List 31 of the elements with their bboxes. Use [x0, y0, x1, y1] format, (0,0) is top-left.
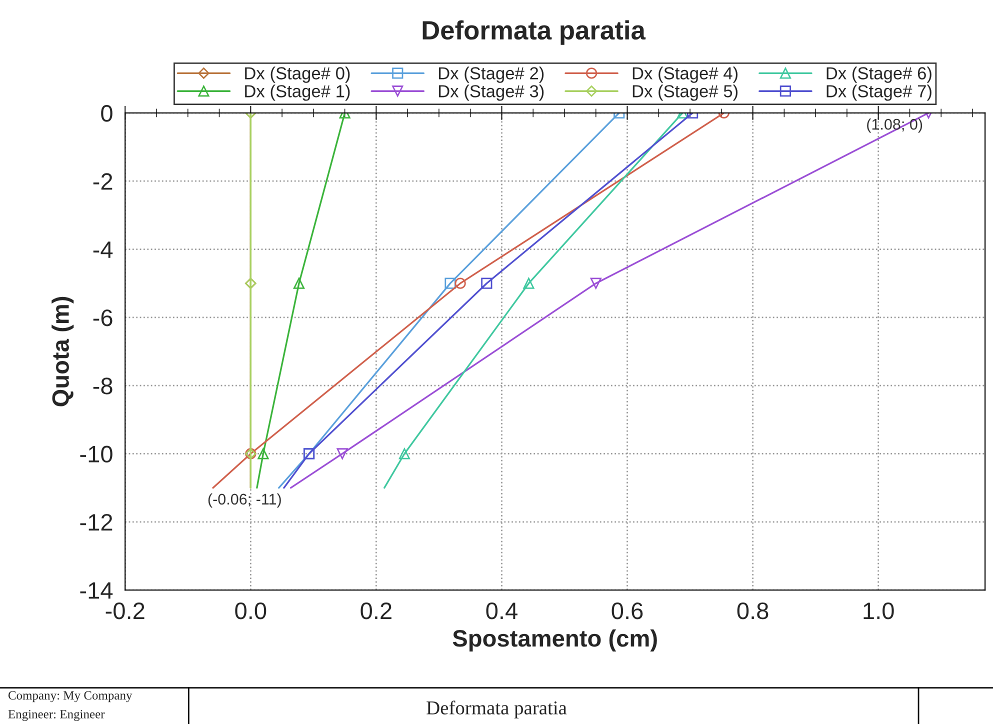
legend-label: Dx (Stage# 7)	[826, 84, 932, 101]
annotation: (-0.06; -11)	[208, 493, 281, 508]
y-tick-label: -10	[80, 446, 112, 463]
x-tick-label: 0.2	[360, 602, 392, 620]
text: Engineer: Engineer	[8, 710, 105, 721]
chart-title: Deformata paratia	[422, 20, 646, 45]
legend-label: Dx (Stage# 3)	[438, 84, 544, 101]
annotation: (1.08; 0)	[867, 118, 922, 133]
text: Deformata paratia	[426, 700, 567, 718]
y-tick-label: -4	[93, 242, 113, 258]
x-axis-title: Spostamento (cm)	[452, 629, 657, 652]
legend-label: Dx (Stage# 4)	[632, 66, 738, 83]
legend-label: Dx (Stage# 2)	[438, 66, 544, 83]
y-tick-label: 0	[101, 105, 112, 122]
y-tick-label: -14	[80, 582, 113, 599]
y-axis-title: Quota (m)	[52, 296, 74, 406]
y-tick-label: -6	[93, 309, 112, 326]
x-tick-label: -0.2	[106, 602, 144, 620]
text: Company: My Company	[8, 691, 132, 702]
y-tick-label: -8	[93, 378, 112, 394]
x-tick-label: 1.0	[864, 602, 894, 620]
y-tick-label: -12	[80, 514, 112, 530]
x-tick-label: 0.6	[612, 602, 643, 620]
legend-label: Dx (Stage# 0)	[245, 66, 350, 83]
x-tick-label: 0.8	[737, 602, 768, 620]
x-tick-label: 0.4	[486, 602, 518, 620]
y-tick-label: -2	[93, 173, 112, 190]
legend-label: Dx (Stage# 6)	[826, 66, 932, 83]
x-tick-label: 0.0	[235, 602, 266, 620]
legend-label: Dx (Stage# 5)	[632, 84, 738, 101]
legend-label: Dx (Stage# 1)	[245, 84, 350, 101]
